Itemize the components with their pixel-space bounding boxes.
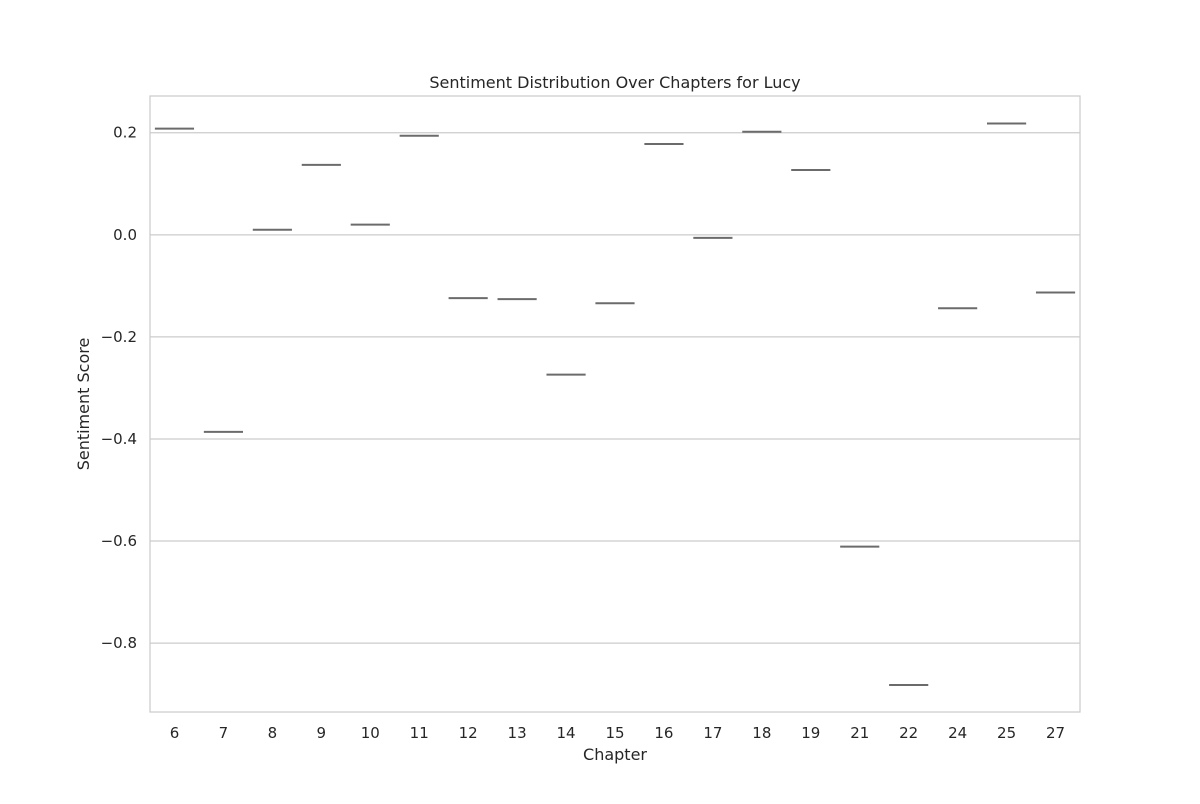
y-tick-label: −0.4	[101, 430, 137, 448]
chart-title: Sentiment Distribution Over Chapters for…	[429, 73, 800, 92]
x-tick-label: 17	[703, 724, 722, 742]
x-tick-label: 25	[997, 724, 1016, 742]
x-tick-label: 27	[1046, 724, 1065, 742]
y-tick-label: 0.0	[113, 226, 137, 244]
y-axis-label: Sentiment Score	[74, 338, 93, 471]
x-tick-label: 14	[557, 724, 576, 742]
plot-frame	[149, 95, 1081, 713]
x-tick-label: 9	[317, 724, 327, 742]
x-tick-label: 21	[850, 724, 869, 742]
x-tick-label: 24	[948, 724, 967, 742]
y-tick-label: −0.6	[101, 532, 137, 550]
x-tick-label: 18	[752, 724, 771, 742]
y-tick-labels: −0.8 −0.6 −0.4 −0.2 0.0 0.2	[101, 124, 137, 652]
y-tick-label: −0.2	[101, 328, 137, 346]
x-tick-label: 6	[170, 724, 180, 742]
x-tick-label: 10	[361, 724, 380, 742]
x-axis-label: Chapter	[583, 745, 647, 764]
x-tick-label: 16	[654, 724, 673, 742]
y-tick-label: 0.2	[113, 124, 137, 142]
violin-marks	[154, 122, 1076, 686]
x-tick-label: 8	[268, 724, 278, 742]
x-tick-label: 19	[801, 724, 820, 742]
x-tick-label: 12	[459, 724, 478, 742]
x-tick-label: 15	[605, 724, 624, 742]
x-tick-label: 22	[899, 724, 918, 742]
x-tick-label: 13	[508, 724, 527, 742]
grid-lines	[150, 132, 1080, 644]
y-tick-label: −0.8	[101, 634, 137, 652]
x-tick-label: 7	[219, 724, 229, 742]
x-tick-labels: 6 7 8 9 10 11 12 13 14 15 16 17 18 19 21 22 24 25 27	[170, 724, 1065, 742]
x-tick-label: 11	[410, 724, 429, 742]
